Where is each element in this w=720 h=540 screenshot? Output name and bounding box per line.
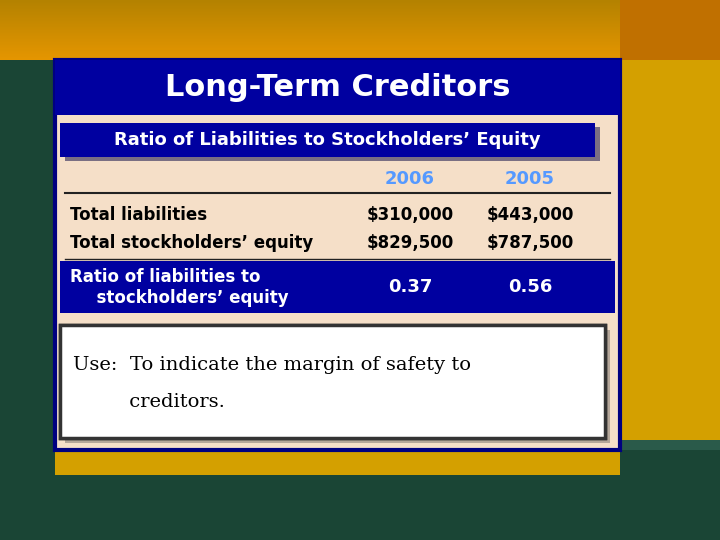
Bar bbox=[55, 60, 620, 115]
Bar bbox=[0, 27, 720, 28]
Bar bbox=[0, 41, 720, 42]
Bar bbox=[0, 16, 720, 17]
Bar bbox=[0, 8, 720, 9]
Text: Use:  To indicate the margin of safety to: Use: To indicate the margin of safety to bbox=[73, 355, 471, 374]
Bar bbox=[55, 60, 620, 450]
Bar bbox=[0, 18, 720, 19]
Text: creditors.: creditors. bbox=[73, 393, 225, 411]
Bar bbox=[620, 0, 720, 60]
Bar bbox=[0, 32, 720, 33]
Bar bbox=[0, 19, 720, 20]
Bar bbox=[0, 20, 720, 21]
Text: Ratio of liabilities to: Ratio of liabilities to bbox=[70, 268, 261, 286]
Text: Long-Term Creditors: Long-Term Creditors bbox=[165, 73, 510, 102]
Bar bbox=[60, 325, 605, 438]
Bar bbox=[0, 47, 720, 48]
Bar bbox=[0, 9, 720, 10]
Bar bbox=[0, 12, 720, 13]
Text: $787,500: $787,500 bbox=[487, 234, 574, 252]
Bar bbox=[0, 3, 720, 4]
Bar bbox=[0, 44, 720, 45]
Bar bbox=[0, 14, 720, 15]
Text: Ratio of Liabilities to Stockholders’ Equity: Ratio of Liabilities to Stockholders’ Eq… bbox=[114, 131, 541, 149]
Bar bbox=[60, 123, 595, 157]
Bar bbox=[0, 60, 55, 450]
Text: $829,500: $829,500 bbox=[366, 234, 454, 252]
Bar bbox=[0, 56, 720, 57]
Bar bbox=[0, 37, 720, 38]
Text: 0.56: 0.56 bbox=[508, 278, 552, 296]
Bar bbox=[0, 10, 720, 11]
Bar bbox=[0, 50, 720, 51]
Bar bbox=[0, 53, 720, 54]
Bar bbox=[0, 6, 720, 7]
Bar bbox=[0, 28, 720, 29]
Bar bbox=[0, 49, 720, 50]
Bar bbox=[0, 29, 720, 30]
Text: Total stockholders’ equity: Total stockholders’ equity bbox=[70, 234, 313, 252]
Bar bbox=[0, 34, 720, 35]
Bar bbox=[0, 5, 720, 6]
Bar bbox=[0, 24, 720, 25]
Bar bbox=[0, 35, 720, 36]
Bar bbox=[0, 2, 720, 3]
Bar bbox=[0, 7, 720, 8]
Text: Total liabilities: Total liabilities bbox=[70, 206, 207, 224]
Bar bbox=[0, 33, 720, 34]
Text: $310,000: $310,000 bbox=[366, 206, 454, 224]
Bar bbox=[0, 0, 720, 1]
Bar bbox=[0, 55, 720, 56]
Bar bbox=[0, 46, 720, 47]
Text: 2005: 2005 bbox=[505, 170, 555, 188]
Bar bbox=[0, 58, 720, 59]
Bar bbox=[60, 325, 605, 438]
Bar bbox=[0, 57, 720, 58]
Bar bbox=[0, 43, 720, 44]
Bar bbox=[0, 450, 720, 540]
Text: 0.37: 0.37 bbox=[388, 278, 432, 296]
Bar bbox=[0, 17, 720, 18]
Bar bbox=[0, 42, 720, 43]
Bar bbox=[55, 450, 620, 475]
Bar bbox=[0, 30, 720, 31]
Bar bbox=[0, 21, 720, 22]
Bar bbox=[60, 123, 595, 157]
Text: 2006: 2006 bbox=[385, 170, 435, 188]
Bar bbox=[0, 48, 720, 49]
Bar bbox=[0, 40, 720, 41]
Bar bbox=[0, 39, 720, 40]
Bar bbox=[0, 26, 720, 27]
Bar bbox=[0, 54, 720, 55]
Bar bbox=[0, 45, 720, 46]
Bar bbox=[0, 1, 720, 2]
Bar bbox=[0, 23, 720, 24]
Bar bbox=[0, 51, 720, 52]
Bar bbox=[65, 127, 600, 161]
Bar bbox=[0, 22, 720, 23]
Text: $443,000: $443,000 bbox=[486, 206, 574, 224]
Bar bbox=[0, 36, 720, 37]
Bar bbox=[0, 15, 720, 16]
Bar bbox=[620, 0, 720, 440]
Bar bbox=[0, 52, 720, 53]
Bar bbox=[0, 13, 720, 14]
Bar bbox=[0, 4, 720, 5]
Bar bbox=[60, 261, 615, 313]
Bar bbox=[0, 59, 720, 60]
Bar bbox=[0, 25, 720, 26]
Bar bbox=[0, 11, 720, 12]
Text: stockholders’ equity: stockholders’ equity bbox=[85, 289, 289, 307]
Bar bbox=[65, 330, 610, 443]
Bar bbox=[0, 38, 720, 39]
Bar bbox=[0, 31, 720, 32]
